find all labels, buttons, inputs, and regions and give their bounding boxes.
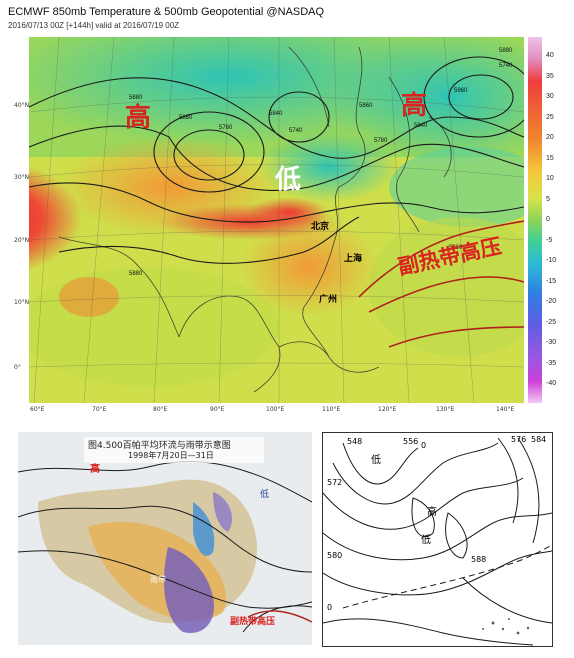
rain-belt-high-label: 高 [90, 464, 100, 475]
colorbar-tick: -25 [546, 319, 557, 326]
rain-belt-caption-date: 1998年7月20日—31日 [128, 451, 214, 460]
contour-label: 572 [327, 478, 343, 487]
high-pressure-east-label: 高 [401, 91, 428, 121]
colorbar-tick: 5 [546, 196, 550, 203]
contour-label: 5840 [269, 111, 283, 117]
contour-label: 576 [511, 435, 527, 444]
lon-label-80: 80°E [153, 406, 168, 413]
low-pressure-label: 低 [275, 165, 302, 195]
sketch-high-label: 高 [427, 507, 437, 518]
contour-label: 5840 [414, 123, 428, 129]
colorbar-tick: 0 [546, 216, 550, 223]
sketch-low-label-2: 低 [421, 535, 431, 546]
colorbar-tick: -35 [546, 360, 557, 367]
contour-label: 0 [421, 441, 427, 450]
lon-label-60: 60°E [30, 406, 45, 413]
high-pressure-west-label: 高 [125, 103, 152, 133]
contour-sketch-canvas [322, 437, 553, 646]
rain-belt-canvas [17, 432, 313, 645]
lat-label-20: 20°N [14, 237, 30, 244]
contour-label: 5880 [129, 271, 143, 277]
colorbar-tick: 40 [546, 52, 554, 59]
contour-label: 5860 [449, 245, 463, 251]
lat-label-30: 30°N [14, 174, 30, 181]
colorbar-tick: 15 [546, 155, 554, 162]
contour-label: 584 [531, 435, 547, 444]
contour-label: 588 [471, 555, 487, 564]
colorbar-tick: -20 [546, 298, 557, 305]
map-title: ECMWF 850mb Temperature & 500mb Geopoten… [8, 6, 325, 18]
colorbar-tick: -5 [546, 237, 553, 244]
map-subtitle: 2016/07/13 00Z [+144h] valid at 2016/07/… [8, 21, 180, 30]
colorbar-tick: -10 [546, 257, 557, 264]
colorbar-tick: 35 [546, 73, 554, 80]
colorbar-tick: -15 [546, 278, 557, 285]
rain-belt-caption-title: 图4.500百帕平均环流与雨带示意图 [88, 441, 231, 451]
temperature-colorbar [528, 37, 542, 403]
lon-label-120: 120°E [378, 406, 397, 413]
contour-label: 0 [327, 603, 333, 612]
colorbar-tick: 10 [546, 175, 554, 182]
city-guangzhou: 广州 [319, 295, 338, 305]
colorbar-tick: -40 [546, 380, 557, 387]
contour-label: 5740 [499, 63, 513, 69]
contour-label: 556 [403, 437, 419, 446]
contour-label: 5760 [219, 125, 233, 131]
colorbar-tick: 25 [546, 114, 554, 121]
colorbar-tick: 30 [546, 93, 554, 100]
contour-sketch-map: 548 556 576 584 572 580 588 0 0 低 低 高 [322, 432, 553, 647]
contour-label: 5740 [289, 128, 303, 134]
lon-label-100: 100°E [266, 406, 285, 413]
contour-label: 5880 [499, 48, 513, 54]
lon-label-140: 140°E [496, 406, 515, 413]
contour-label: 5880 [129, 95, 143, 101]
contour-label: 5860 [359, 103, 373, 109]
contour-label: 5880 [179, 115, 193, 121]
city-shanghai: 上海 [344, 254, 363, 264]
lon-label-110: 110°E [322, 406, 341, 413]
rain-belt-low-label: 低 [260, 490, 270, 500]
contour-label: 5780 [374, 138, 388, 144]
colorbar-tick: 20 [546, 134, 554, 141]
lat-label-40: 40°N [14, 102, 30, 109]
sketch-low-label-1: 低 [371, 455, 381, 466]
map-canvas: 5880 5760 5840 5740 5880 5860 5960 5740 … [29, 37, 524, 403]
lon-label-90: 90°E [210, 406, 225, 413]
rain-belt-label: 雨带 [150, 575, 166, 584]
city-beijing: 北京 [311, 222, 330, 232]
rain-belt-subtropical-high: 副热带高压 [230, 617, 276, 627]
rain-belt-map-1998: 图4.500百帕平均环流与雨带示意图 1998年7月20日—31日 高 低 雨带… [17, 432, 313, 645]
lon-label-70: 70°E [92, 406, 107, 413]
lon-label-130: 130°E [436, 406, 455, 413]
contour-label: 580 [327, 551, 343, 560]
colorbar-tick: -30 [546, 339, 557, 346]
contour-label: 548 [347, 437, 363, 446]
temperature-geopotential-map: 5880 5760 5840 5740 5880 5860 5960 5740 … [29, 37, 524, 403]
lat-label-10: 10°N [14, 299, 30, 306]
lat-label-0: 0° [14, 364, 21, 371]
contour-label: 5960 [454, 88, 468, 94]
